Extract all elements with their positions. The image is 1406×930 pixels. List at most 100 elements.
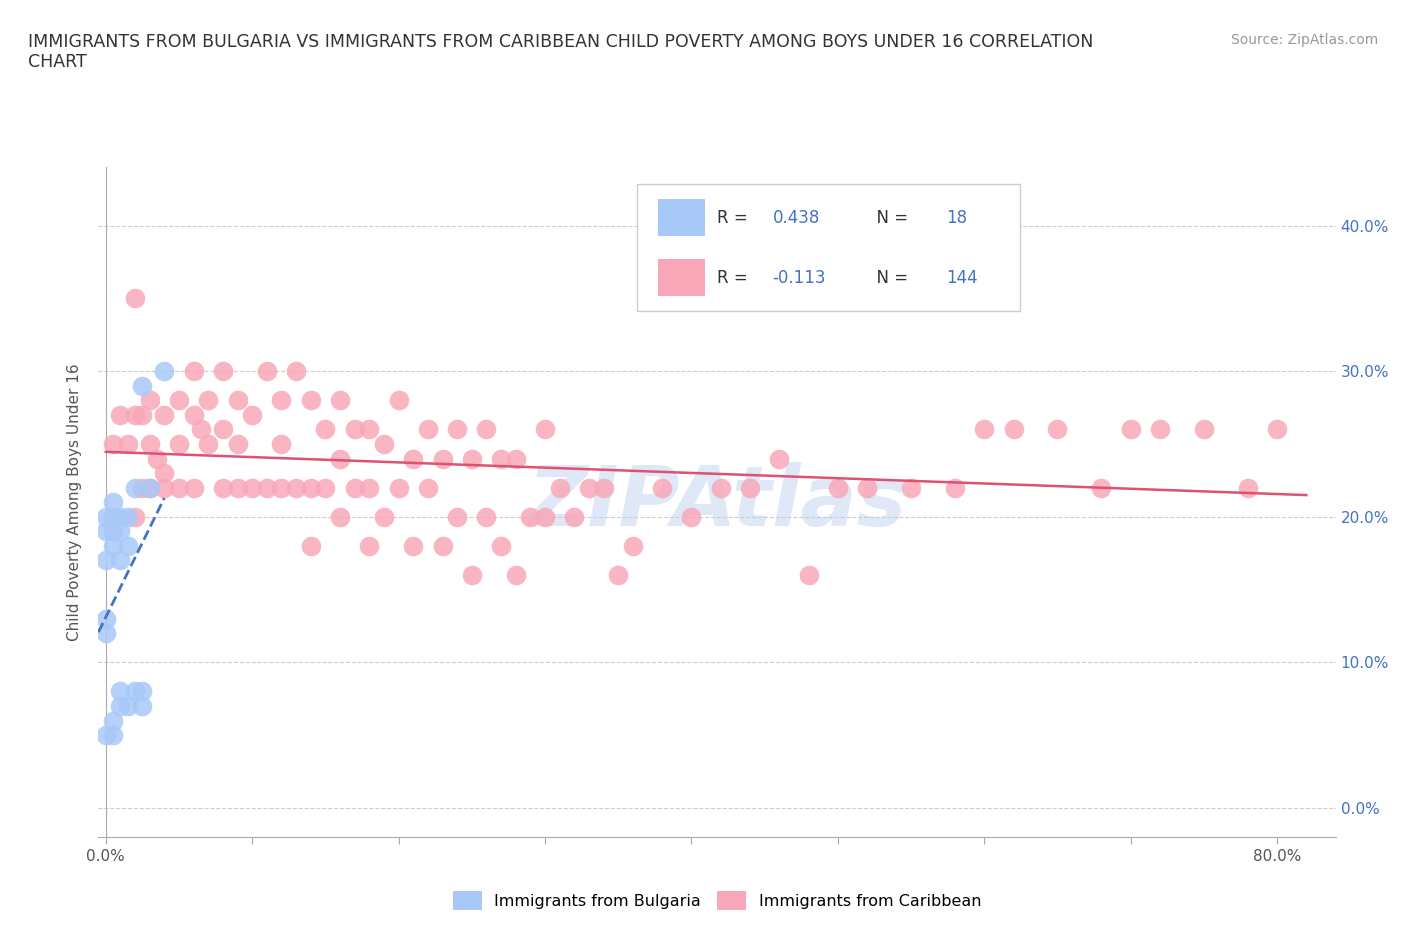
Point — [153, 480, 176, 495]
Point — [607, 567, 630, 582]
Point — [373, 510, 395, 525]
Point — [197, 392, 219, 407]
Point — [110, 510, 132, 525]
FancyBboxPatch shape — [658, 199, 704, 236]
Point — [548, 480, 571, 495]
Point — [138, 480, 160, 495]
Point — [738, 480, 761, 495]
Point — [212, 422, 235, 437]
Point — [1119, 422, 1142, 437]
Point — [94, 626, 117, 641]
Point — [1046, 422, 1069, 437]
Point — [519, 510, 541, 525]
Point — [124, 510, 146, 525]
Point — [131, 698, 153, 713]
Point — [489, 451, 512, 466]
Point — [110, 684, 132, 698]
Point — [373, 436, 395, 451]
Point — [534, 422, 557, 437]
Point — [131, 684, 153, 698]
Point — [489, 538, 512, 553]
Point — [592, 480, 614, 495]
Point — [651, 480, 673, 495]
FancyBboxPatch shape — [658, 259, 704, 297]
Point — [240, 480, 263, 495]
Point — [343, 480, 366, 495]
Point — [138, 480, 160, 495]
Point — [475, 422, 498, 437]
Point — [562, 510, 585, 525]
Point — [681, 510, 703, 525]
Point — [314, 422, 336, 437]
Point — [359, 422, 381, 437]
Point — [578, 480, 600, 495]
Point — [1237, 480, 1260, 495]
Text: 18: 18 — [946, 208, 967, 227]
Point — [856, 480, 879, 495]
Point — [117, 538, 139, 553]
Point — [432, 451, 454, 466]
Text: ZIPAtlas: ZIPAtlas — [527, 461, 907, 543]
Point — [124, 407, 146, 422]
Point — [973, 422, 995, 437]
Point — [94, 510, 117, 525]
Point — [101, 538, 124, 553]
Point — [270, 392, 292, 407]
Point — [416, 422, 439, 437]
Point — [153, 466, 176, 481]
Point — [768, 451, 790, 466]
Point — [124, 291, 146, 306]
Point — [402, 538, 425, 553]
Point — [402, 451, 425, 466]
Point — [1192, 422, 1215, 437]
Point — [167, 436, 190, 451]
Point — [101, 524, 124, 538]
Point — [299, 392, 322, 407]
Point — [387, 480, 409, 495]
Point — [1002, 422, 1025, 437]
Point — [505, 567, 527, 582]
Point — [943, 480, 966, 495]
Point — [212, 480, 235, 495]
Point — [110, 698, 132, 713]
Point — [505, 451, 527, 466]
Point — [183, 480, 205, 495]
Point — [94, 611, 117, 626]
Text: R =: R = — [717, 269, 754, 286]
Text: -0.113: -0.113 — [773, 269, 827, 286]
Point — [124, 480, 146, 495]
Text: IMMIGRANTS FROM BULGARIA VS IMMIGRANTS FROM CARIBBEAN CHILD POVERTY AMONG BOYS U: IMMIGRANTS FROM BULGARIA VS IMMIGRANTS F… — [28, 33, 1094, 72]
Point — [212, 364, 235, 379]
Y-axis label: Child Poverty Among Boys Under 16: Child Poverty Among Boys Under 16 — [67, 364, 83, 641]
Text: 144: 144 — [946, 269, 977, 286]
Point — [138, 392, 160, 407]
Point — [343, 422, 366, 437]
Point — [110, 407, 132, 422]
Point — [101, 436, 124, 451]
Point — [534, 510, 557, 525]
Point — [101, 495, 124, 510]
FancyBboxPatch shape — [637, 184, 1021, 312]
Text: N =: N = — [866, 208, 912, 227]
Point — [900, 480, 922, 495]
Point — [285, 480, 308, 495]
Point — [314, 480, 336, 495]
Legend: Immigrants from Bulgaria, Immigrants from Caribbean: Immigrants from Bulgaria, Immigrants fro… — [447, 884, 987, 916]
Point — [190, 422, 212, 437]
Point — [710, 480, 733, 495]
Point — [101, 713, 124, 728]
Point — [475, 510, 498, 525]
Point — [359, 538, 381, 553]
Point — [153, 364, 176, 379]
Point — [110, 524, 132, 538]
Point — [94, 553, 117, 568]
Point — [138, 436, 160, 451]
Point — [240, 407, 263, 422]
Point — [117, 510, 139, 525]
Point — [621, 538, 644, 553]
Point — [270, 480, 292, 495]
Point — [359, 480, 381, 495]
Point — [183, 407, 205, 422]
Point — [124, 684, 146, 698]
Point — [797, 567, 820, 582]
